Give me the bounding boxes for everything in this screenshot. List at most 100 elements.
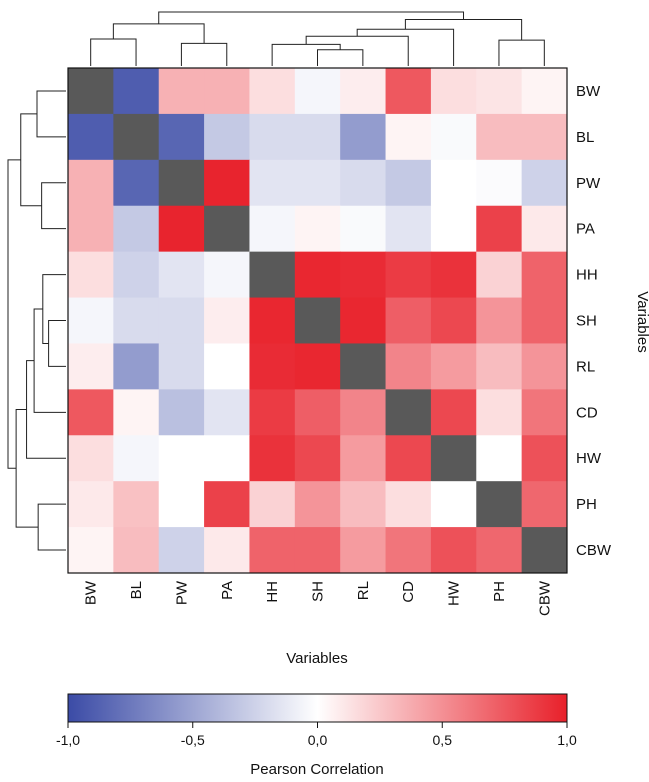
heatmap-cell-PW-HH bbox=[249, 159, 296, 207]
heatmap-cell-BL-CBW bbox=[521, 113, 568, 161]
y-tick-label-RL: RL bbox=[576, 358, 595, 375]
heatmap-cell-HW-PA bbox=[204, 435, 250, 482]
heatmap-cell-PW-CD bbox=[385, 159, 432, 207]
heatmap-cell-SH-PA bbox=[204, 297, 250, 344]
dendrogram-branch bbox=[180, 42, 228, 66]
heatmap-cell-CBW-CBW bbox=[521, 527, 568, 574]
heatmap-cell-BL-SH bbox=[294, 113, 341, 161]
dendrogram-branch bbox=[112, 23, 205, 44]
heatmap-cell-CD-BL bbox=[113, 389, 160, 436]
dendrogram-branch bbox=[158, 11, 465, 24]
dendrogram-branch bbox=[305, 35, 409, 66]
heatmap-cell-CBW-PH bbox=[476, 527, 523, 574]
heatmap-cell-PW-HW bbox=[430, 159, 477, 207]
heatmap-cell-BL-CD bbox=[385, 113, 432, 161]
x-tick-label-BW: BW bbox=[83, 580, 100, 605]
heatmap-cell-BL-HH bbox=[249, 113, 296, 161]
x-tick-label-PA: PA bbox=[219, 581, 236, 600]
heatmap-cell-RL-HH bbox=[249, 343, 296, 390]
heatmap-cell-PH-PA bbox=[204, 481, 250, 528]
heatmap-cell-CBW-SH bbox=[294, 527, 341, 574]
heatmap-cells bbox=[68, 68, 568, 574]
heatmap-cell-SH-BW bbox=[68, 297, 114, 344]
heatmap-cell-CBW-HW bbox=[430, 527, 477, 574]
heatmap-cell-PH-PH bbox=[476, 481, 523, 528]
y-tick-label-BL: BL bbox=[576, 129, 594, 146]
colorbar bbox=[67, 693, 568, 723]
y-axis-title: Variables bbox=[634, 291, 649, 352]
y-tick-label-SH: SH bbox=[576, 313, 597, 330]
heatmap-cell-PA-HW bbox=[430, 205, 477, 253]
heatmap-cell-BW-CBW bbox=[521, 68, 568, 115]
heatmap-cell-HW-HH bbox=[249, 435, 296, 482]
dendrogram-branch bbox=[37, 503, 66, 551]
heatmap-cell-PH-BL bbox=[113, 481, 160, 528]
heatmap-cell-SH-HH bbox=[249, 297, 296, 344]
heatmap-cell-RL-PA bbox=[204, 343, 250, 390]
heatmap-cell-BL-PW bbox=[158, 113, 205, 161]
heatmap-cell-CD-HW bbox=[430, 389, 477, 436]
heatmap-cell-HW-SH bbox=[294, 435, 341, 482]
heatmap-cell-RL-PH bbox=[476, 343, 523, 390]
x-tick-label-SH: SH bbox=[310, 581, 327, 602]
y-tick-label-PA: PA bbox=[576, 221, 595, 238]
heatmap-cell-SH-PW bbox=[158, 297, 205, 344]
heatmap-cell-PW-PW bbox=[158, 159, 205, 207]
heatmap-cell-CD-PH bbox=[476, 389, 523, 436]
heatmap-cell-CBW-PW bbox=[158, 527, 205, 574]
heatmap-cell-BW-HW bbox=[430, 68, 477, 115]
dendrogram-branch bbox=[48, 320, 66, 367]
heatmap-cell-PH-CBW bbox=[521, 481, 568, 528]
heatmap-cell-CBW-HH bbox=[249, 527, 296, 574]
heatmap-cell-HW-BL bbox=[113, 435, 160, 482]
colorbar-tick-label: 1,0 bbox=[557, 732, 577, 748]
x-tick-label-PW: PW bbox=[173, 580, 190, 605]
heatmap-cell-CD-SH bbox=[294, 389, 341, 436]
heatmap-cell-HH-HW bbox=[430, 251, 477, 299]
heatmap-cell-CBW-BL bbox=[113, 527, 160, 574]
heatmap-cell-HW-HW bbox=[430, 435, 477, 482]
heatmap-cell-HW-PH bbox=[476, 435, 523, 482]
heatmap-cell-HW-CD bbox=[385, 435, 432, 482]
heatmap-cell-PW-RL bbox=[340, 159, 387, 207]
dendrogram-branch bbox=[356, 28, 455, 66]
heatmap-cell-RL-CD bbox=[385, 343, 432, 390]
dendrogram-branch bbox=[33, 308, 66, 413]
dendrogram-branch bbox=[404, 19, 523, 41]
dendrogram-branch bbox=[90, 38, 137, 66]
dendrogram-branch bbox=[15, 408, 39, 528]
y-tick-label-CD: CD bbox=[576, 404, 598, 421]
heatmap-cell-CD-CD bbox=[385, 389, 432, 436]
heatmap-cell-CD-BW bbox=[68, 389, 114, 436]
left-dendrogram bbox=[7, 90, 66, 551]
heatmap-cell-RL-HW bbox=[430, 343, 477, 390]
heatmap-cell-CBW-CD bbox=[385, 527, 432, 574]
heatmap-cell-HH-PH bbox=[476, 251, 523, 299]
colorbar-tick-label: 0,0 bbox=[308, 732, 328, 748]
heatmap-cell-PW-BW bbox=[68, 159, 114, 207]
heatmap-cell-BL-PH bbox=[476, 113, 523, 161]
heatmap-cell-HW-RL bbox=[340, 435, 387, 482]
heatmap-cell-SH-CD bbox=[385, 297, 432, 344]
top-dendrogram bbox=[90, 11, 545, 66]
heatmap-cell-RL-SH bbox=[294, 343, 341, 390]
heatmap-cell-CBW-RL bbox=[340, 527, 387, 574]
heatmap-cell-SH-BL bbox=[113, 297, 160, 344]
heatmap-cell-BW-BW bbox=[68, 68, 114, 115]
heatmap-cell-BW-RL bbox=[340, 68, 387, 115]
heatmap-cell-BL-PA bbox=[204, 113, 250, 161]
heatmap-cell-PW-PA bbox=[204, 159, 250, 207]
dendrogram-branch bbox=[36, 90, 66, 138]
heatmap-cell-BW-PA bbox=[204, 68, 250, 115]
heatmap-cell-SH-SH bbox=[294, 297, 341, 344]
dendrogram-branch bbox=[498, 39, 545, 66]
heatmap-cell-SH-PH bbox=[476, 297, 523, 344]
y-tick-label-PH: PH bbox=[576, 496, 597, 513]
heatmap-cell-PA-BL bbox=[113, 205, 160, 253]
heatmap-cell-PH-SH bbox=[294, 481, 341, 528]
heatmap-cell-PH-BW bbox=[68, 481, 114, 528]
heatmap-cell-HW-CBW bbox=[521, 435, 568, 482]
heatmap-cell-PW-SH bbox=[294, 159, 341, 207]
y-tick-label-PW: PW bbox=[576, 175, 601, 192]
heatmap-cell-PA-CBW bbox=[521, 205, 568, 253]
